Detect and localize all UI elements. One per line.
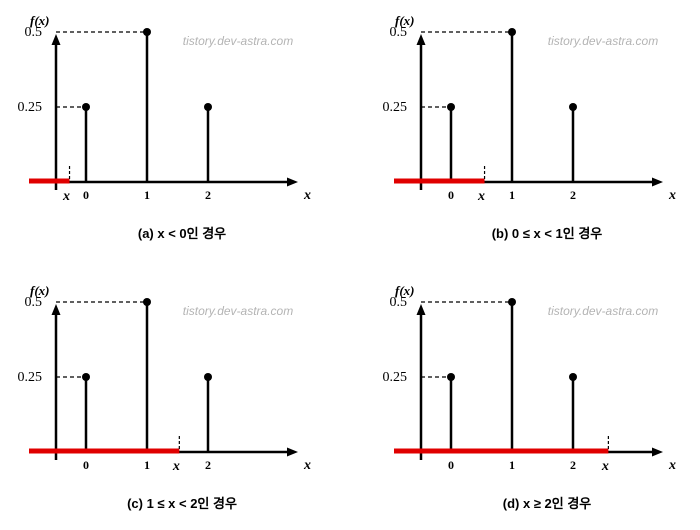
panel-caption: (d) x ≥ 2인 경우 <box>503 496 592 511</box>
x-axis-label: x <box>303 188 311 203</box>
stem-dot-x-1 <box>508 28 516 36</box>
x-tick-label: 1 <box>144 188 150 202</box>
x-axis-arrowhead <box>652 177 663 187</box>
y-tick-label: 0.5 <box>25 295 43 310</box>
stem-dot-x-2 <box>204 103 212 111</box>
x-axis-label: x <box>668 458 676 473</box>
panel-b: tistory.dev-astra.com f(x) x 0.5 0.25 0 1 2 x (b)… <box>383 13 677 241</box>
y-axis-arrowhead <box>51 304 61 315</box>
y-axis-arrowhead <box>416 304 426 315</box>
x-tick-label: 2 <box>570 188 576 202</box>
x-tick-label: 1 <box>509 188 515 202</box>
y-tick-label: 0.25 <box>18 100 43 115</box>
x-tick-label: 2 <box>570 458 576 472</box>
y-axis-label: f(x) <box>395 283 415 298</box>
y-tick-label: 0.25 <box>383 100 408 115</box>
x-axis-label: x <box>303 458 311 473</box>
y-axis-arrowhead <box>416 34 426 45</box>
x-tick-label: 2 <box>205 188 211 202</box>
panel-d: tistory.dev-astra.com f(x) x 0.5 0.25 0 1 2 x (d)… <box>383 283 677 511</box>
panel-caption: (b) 0 ≤ x < 1인 경우 <box>492 226 603 241</box>
x-tick-label: 0 <box>83 188 89 202</box>
stem-dot-x-1 <box>143 28 151 36</box>
watermark-text: tistory.dev-astra.com <box>548 34 658 48</box>
x-tick-label: 1 <box>144 458 150 472</box>
stem-dot-x-1 <box>143 298 151 306</box>
x-tick-label: 0 <box>448 188 454 202</box>
x-axis-arrowhead <box>287 177 298 187</box>
panel-c: tistory.dev-astra.com f(x) x 0.5 0.25 0 1 2 x (c)… <box>18 283 312 511</box>
y-axis-label: f(x) <box>30 283 50 298</box>
y-axis-label: f(x) <box>30 13 50 28</box>
y-tick-label: 0.25 <box>18 370 43 385</box>
panel-caption: (a) x < 0인 경우 <box>138 226 226 241</box>
y-tick-label: 0.5 <box>390 25 408 40</box>
x-tick-label: 2 <box>205 458 211 472</box>
stem-dot-x-0 <box>82 373 90 381</box>
x-axis-arrowhead <box>287 447 298 457</box>
x-marker-label: x <box>172 459 180 474</box>
stem-dot-x-2 <box>569 373 577 381</box>
stem-dot-x-1 <box>508 298 516 306</box>
y-tick-label: 0.25 <box>383 370 408 385</box>
y-axis-label: f(x) <box>395 13 415 28</box>
stem-dot-x-2 <box>204 373 212 381</box>
x-tick-label: 0 <box>448 458 454 472</box>
panel-caption: (c) 1 ≤ x < 2인 경우 <box>127 496 237 511</box>
y-tick-label: 0.5 <box>390 295 408 310</box>
x-axis-arrowhead <box>652 447 663 457</box>
x-tick-label: 1 <box>509 458 515 472</box>
watermark-text: tistory.dev-astra.com <box>548 304 658 318</box>
y-tick-label: 0.5 <box>25 25 43 40</box>
x-marker-label: x <box>62 189 70 204</box>
x-marker-label: x <box>477 189 485 204</box>
stem-dot-x-0 <box>447 373 455 381</box>
x-marker-label: x <box>601 459 609 474</box>
stem-dot-x-2 <box>569 103 577 111</box>
stem-dot-x-0 <box>82 103 90 111</box>
x-tick-label: 0 <box>83 458 89 472</box>
panel-a: tistory.dev-astra.com f(x) x 0.5 0.25 0 1 2 x (a)… <box>18 13 312 241</box>
x-axis-label: x <box>668 188 676 203</box>
stem-dot-x-0 <box>447 103 455 111</box>
watermark-text: tistory.dev-astra.com <box>183 304 293 318</box>
watermark-text: tistory.dev-astra.com <box>183 34 293 48</box>
y-axis-arrowhead <box>51 34 61 45</box>
